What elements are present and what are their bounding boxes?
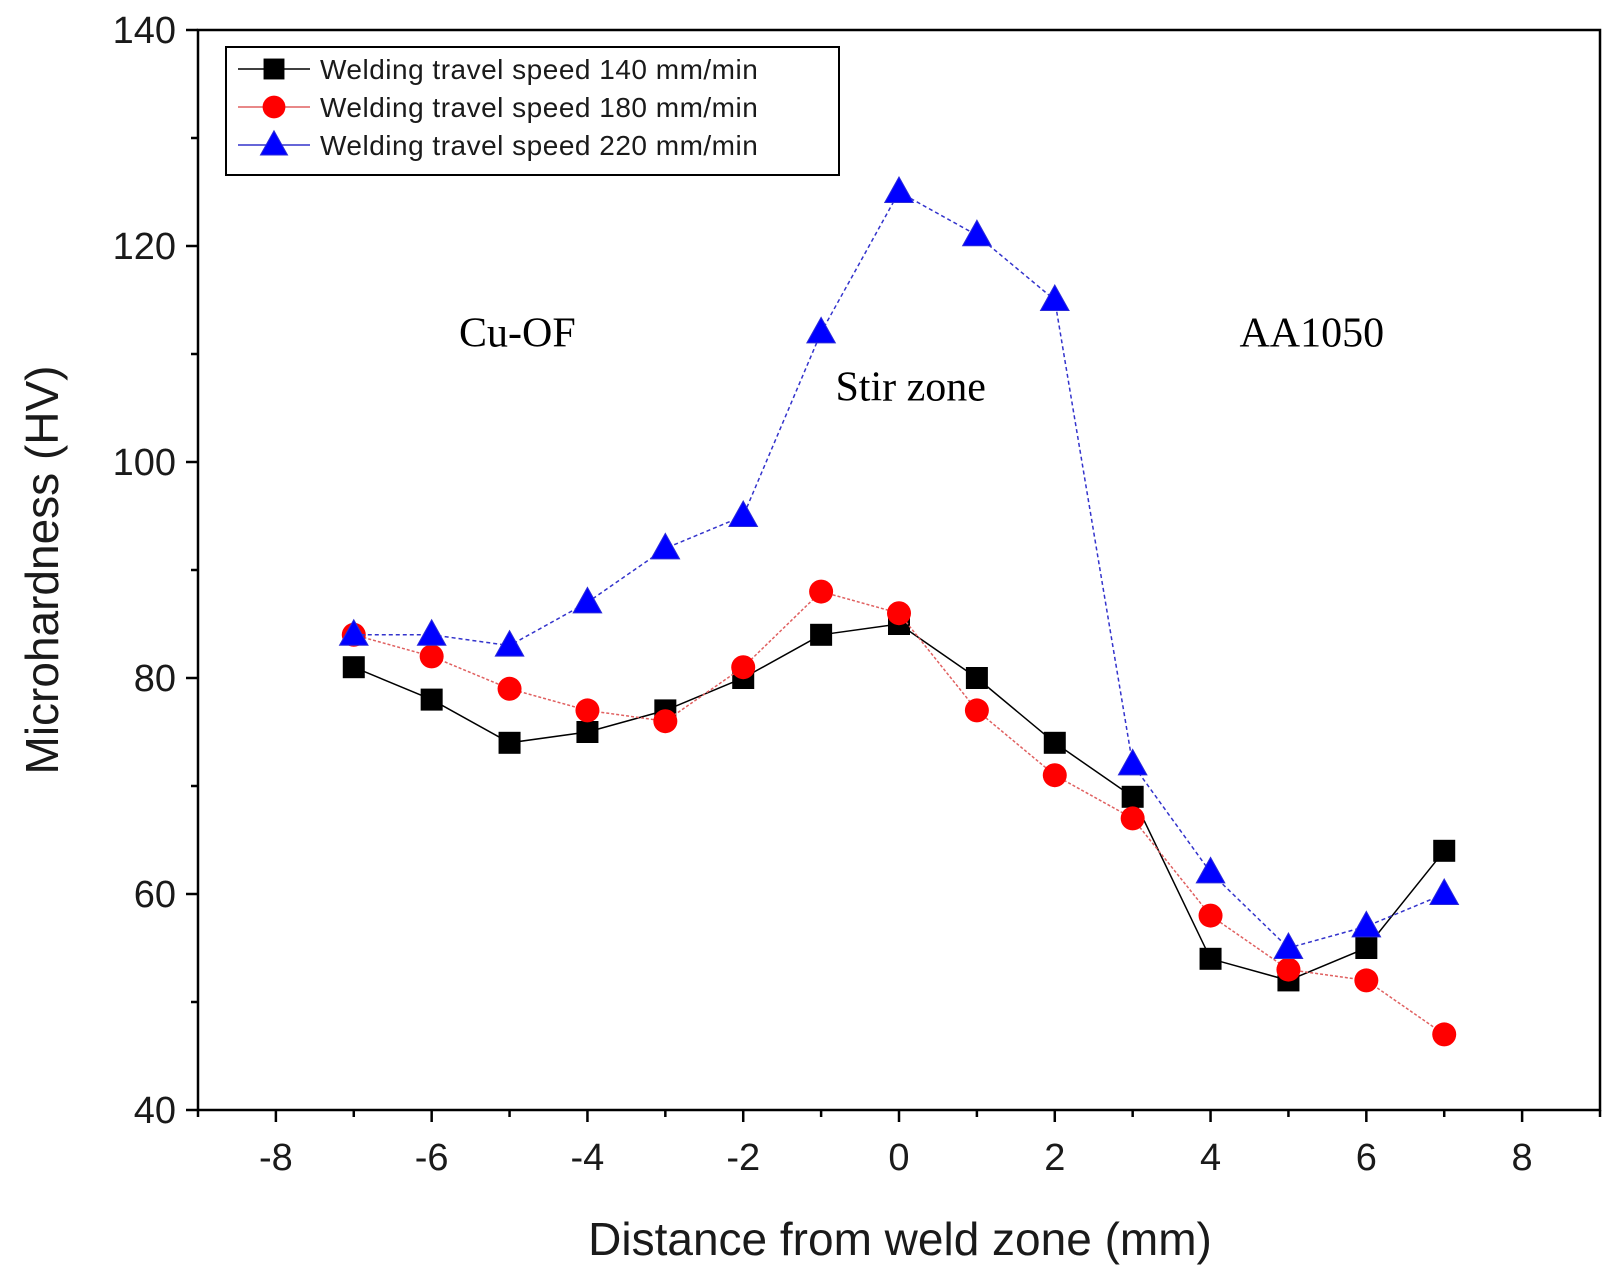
- data-point: [965, 667, 988, 689]
- x-tick-label: -4: [571, 1137, 605, 1179]
- series-line: [353, 190, 1445, 949]
- data-point: [653, 709, 678, 734]
- legend-label: Welding travel speed 180 mm/min: [320, 92, 758, 123]
- x-axis-ticks: -8 -6 -4 -2 0 2 4 6 8: [196, 1110, 1602, 1179]
- data-point: [1042, 763, 1067, 788]
- y-tick-label: 100: [113, 442, 176, 484]
- data-point: [338, 618, 369, 646]
- data-point: [883, 175, 915, 203]
- data-point: [498, 731, 521, 754]
- data-point: [731, 655, 756, 680]
- data-point: [1198, 903, 1223, 928]
- y-tick-label: 140: [113, 10, 176, 52]
- annotation-label: Stir zone: [835, 364, 985, 410]
- data-point: [1273, 931, 1304, 959]
- legend-marker: [263, 58, 285, 80]
- legend-marker: [259, 129, 289, 156]
- series-layer: [338, 175, 1460, 1047]
- legend-item: Welding travel speed 140 mm/min: [238, 54, 758, 85]
- series-line: [353, 623, 1445, 982]
- data-point: [1121, 785, 1144, 808]
- data-point: [1429, 877, 1460, 905]
- legend-box: [225, 46, 840, 176]
- y-axis-title: Microhardness (HV): [16, 366, 68, 775]
- data-point: [342, 656, 365, 679]
- data-point: [419, 644, 444, 669]
- data-point: [809, 579, 834, 604]
- data-point: [1043, 731, 1066, 754]
- data-point: [961, 219, 992, 247]
- data-point: [1199, 947, 1222, 970]
- annotation-label: Cu-OF: [459, 310, 576, 356]
- data-point: [887, 601, 911, 626]
- data-point: [1120, 806, 1145, 831]
- legend: Welding travel speed 140 mm/min Welding t…: [225, 46, 840, 176]
- data-point: [420, 688, 443, 711]
- data-point: [1276, 957, 1301, 982]
- data-point: [416, 618, 447, 646]
- data-point: [1355, 937, 1378, 959]
- x-tick-label: 2: [1044, 1137, 1065, 1179]
- legend-label: Welding travel speed 220 mm/min: [320, 130, 758, 161]
- annotations: Cu-OF Stir zone AA1050: [459, 310, 1384, 410]
- data-point: [1351, 910, 1382, 938]
- y-axis-ticks: 40 60 80 100 120 140: [113, 10, 198, 1132]
- x-tick-label: -2: [726, 1137, 760, 1179]
- data-point: [1195, 856, 1226, 884]
- x-tick-label: 8: [1512, 1137, 1533, 1179]
- x-tick-label: 6: [1356, 1137, 1377, 1179]
- x-axis-title: Distance from weld zone (mm): [588, 1213, 1212, 1265]
- data-point: [1117, 748, 1148, 776]
- data-point: [1039, 283, 1070, 311]
- data-point: [575, 698, 600, 723]
- data-point: [497, 676, 522, 701]
- series-line: [353, 590, 1445, 1036]
- annotation-label: AA1050: [1239, 310, 1384, 356]
- data-point: [1433, 839, 1456, 862]
- x-tick-label: -6: [415, 1137, 449, 1179]
- legend-item: Welding travel speed 220 mm/min: [238, 129, 758, 161]
- x-tick-label: 0: [888, 1137, 909, 1179]
- data-point: [806, 316, 837, 344]
- data-point: [494, 629, 525, 657]
- legend-item: Welding travel speed 180 mm/min: [238, 92, 758, 123]
- series-circle: [341, 579, 1457, 1047]
- data-point: [1354, 968, 1379, 993]
- y-tick-label: 40: [134, 1090, 176, 1132]
- data-point: [572, 586, 603, 614]
- data-point: [650, 532, 681, 560]
- data-point: [810, 623, 833, 646]
- x-tick-label: -8: [259, 1137, 293, 1179]
- legend-label: Welding travel speed 140 mm/min: [320, 54, 758, 85]
- data-point: [728, 499, 759, 527]
- data-point: [1432, 1022, 1457, 1047]
- data-point: [964, 698, 989, 723]
- y-tick-label: 60: [134, 874, 176, 916]
- y-tick-label: 120: [113, 226, 176, 268]
- legend-marker: [262, 95, 286, 119]
- x-tick-label: 4: [1200, 1137, 1221, 1179]
- series-triangle: [338, 175, 1460, 959]
- data-point: [576, 721, 599, 743]
- y-tick-label: 80: [134, 658, 176, 700]
